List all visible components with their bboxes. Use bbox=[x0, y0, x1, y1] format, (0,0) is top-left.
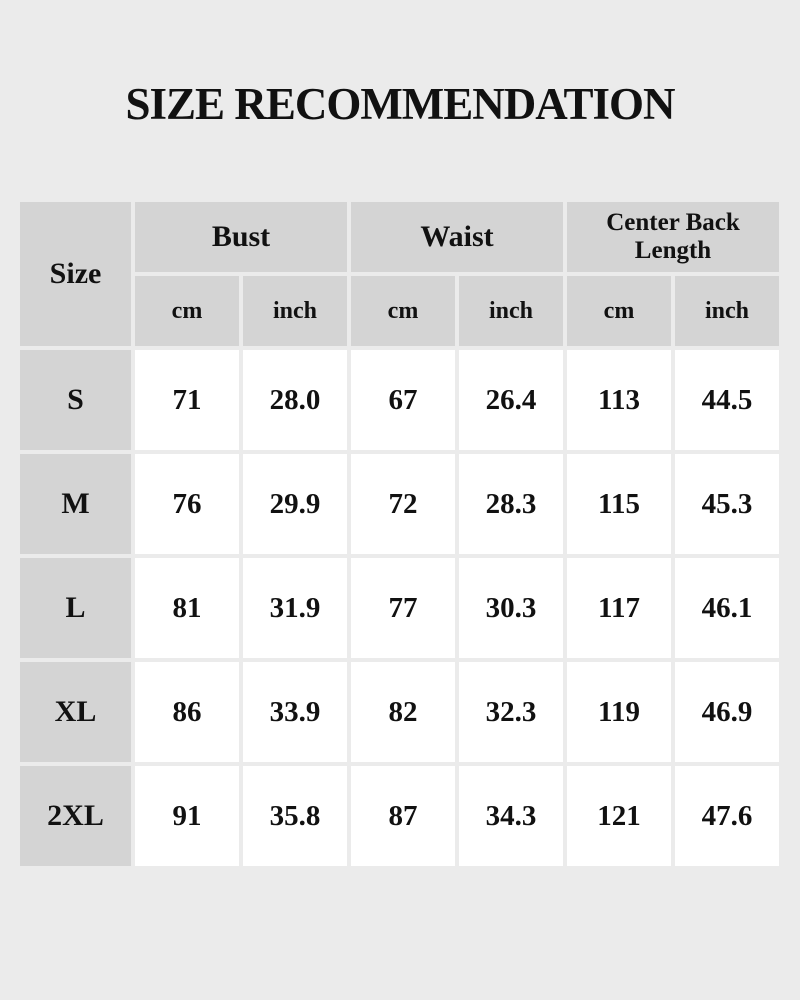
table-cell: 119 bbox=[567, 662, 671, 762]
table-cell: 45.3 bbox=[675, 454, 779, 554]
table-cell: 47.6 bbox=[675, 766, 779, 866]
size-label: L bbox=[20, 558, 131, 658]
size-label: XL bbox=[20, 662, 131, 762]
table-cell: 77 bbox=[351, 558, 455, 658]
size-label: 2XL bbox=[20, 766, 131, 866]
table-cell: 121 bbox=[567, 766, 671, 866]
table-cell: 32.3 bbox=[459, 662, 563, 762]
size-label: M bbox=[20, 454, 131, 554]
table-cell: 34.3 bbox=[459, 766, 563, 866]
table-cell: 71 bbox=[135, 350, 239, 450]
table-cell: 28.3 bbox=[459, 454, 563, 554]
table-cell: 44.5 bbox=[675, 350, 779, 450]
table-cell: 30.3 bbox=[459, 558, 563, 658]
table-cell: 35.8 bbox=[243, 766, 347, 866]
bust-header: Bust bbox=[135, 202, 347, 272]
table-cell: 91 bbox=[135, 766, 239, 866]
table-cell: 72 bbox=[351, 454, 455, 554]
size-label: S bbox=[20, 350, 131, 450]
unit-header: cm bbox=[135, 276, 239, 346]
table-cell: 86 bbox=[135, 662, 239, 762]
unit-header: cm bbox=[567, 276, 671, 346]
table-cell: 113 bbox=[567, 350, 671, 450]
table-cell: 81 bbox=[135, 558, 239, 658]
unit-header: cm bbox=[351, 276, 455, 346]
unit-header: inch bbox=[675, 276, 779, 346]
table-cell: 117 bbox=[567, 558, 671, 658]
unit-header: inch bbox=[243, 276, 347, 346]
table-cell: 87 bbox=[351, 766, 455, 866]
table-cell: 82 bbox=[351, 662, 455, 762]
center-back-length-header: Center Back Length bbox=[567, 202, 779, 272]
size-header: Size bbox=[20, 202, 131, 346]
page-title: SIZE RECOMMENDATION bbox=[125, 79, 676, 129]
table-cell: 33.9 bbox=[243, 662, 347, 762]
table-cell: 76 bbox=[135, 454, 239, 554]
waist-header: Waist bbox=[351, 202, 563, 272]
unit-header: inch bbox=[459, 276, 563, 346]
table-cell: 29.9 bbox=[243, 454, 347, 554]
table-cell: 115 bbox=[567, 454, 671, 554]
table-cell: 28.0 bbox=[243, 350, 347, 450]
size-table: Size Bust Waist Center Back Length cm inc… bbox=[20, 202, 779, 866]
table-cell: 26.4 bbox=[459, 350, 563, 450]
table-cell: 46.9 bbox=[675, 662, 779, 762]
table-cell: 67 bbox=[351, 350, 455, 450]
table-cell: 46.1 bbox=[675, 558, 779, 658]
table-cell: 31.9 bbox=[243, 558, 347, 658]
